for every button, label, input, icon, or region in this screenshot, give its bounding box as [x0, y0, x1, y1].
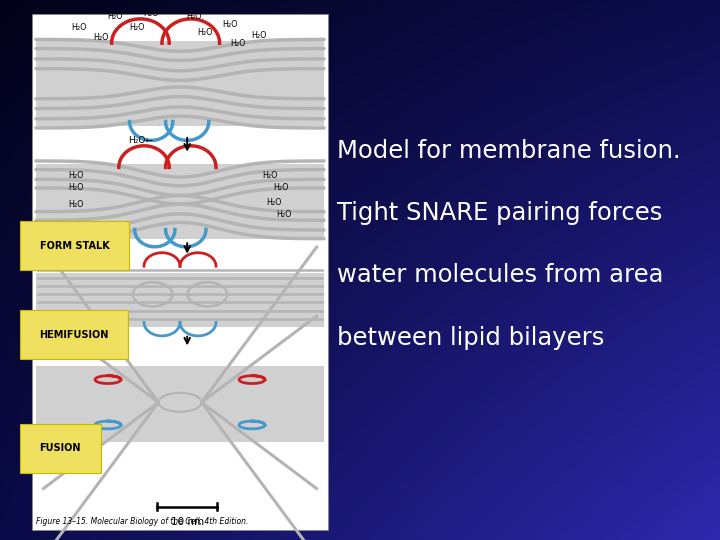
Text: H₂O: H₂O: [266, 198, 282, 207]
Text: Tight SNARE pairing forces: Tight SNARE pairing forces: [337, 201, 662, 225]
Text: FUSION: FUSION: [40, 443, 81, 453]
Bar: [32, 14, 328, 530]
Text: H₂O: H₂O: [71, 23, 87, 31]
Text: FORM STALK: FORM STALK: [40, 241, 109, 251]
Bar: [36, 164, 324, 239]
Text: water molecules from area: water molecules from area: [337, 264, 663, 287]
Text: H₂O: H₂O: [186, 12, 202, 21]
Text: H₂O←: H₂O←: [128, 136, 153, 145]
Text: H₂O: H₂O: [276, 211, 292, 219]
Bar: [36, 273, 324, 327]
Text: H₂O: H₂O: [143, 9, 159, 18]
Text: H₂O: H₂O: [230, 39, 246, 48]
Text: H₂O: H₂O: [251, 31, 267, 39]
Text: H₂O: H₂O: [222, 20, 238, 29]
Text: H₂O: H₂O: [129, 23, 145, 31]
Bar: [36, 366, 324, 442]
Text: H₂O: H₂O: [68, 200, 84, 208]
Text: H₂O: H₂O: [93, 33, 109, 42]
Text: HEMIFUSION: HEMIFUSION: [40, 330, 109, 340]
Text: Figure 13–15. Molecular Biology of the Cell, 4th Edition.: Figure 13–15. Molecular Biology of the C…: [36, 517, 248, 526]
Text: H₂O: H₂O: [107, 12, 123, 21]
Text: 10 nm: 10 nm: [171, 517, 204, 528]
Text: H₂O: H₂O: [68, 171, 84, 180]
Text: H₂O: H₂O: [197, 28, 213, 37]
Text: H₂O: H₂O: [273, 184, 289, 192]
Text: between lipid bilayers: between lipid bilayers: [337, 326, 604, 349]
Text: H₂O: H₂O: [68, 184, 84, 192]
Bar: [36, 41, 324, 126]
Text: Model for membrane fusion.: Model for membrane fusion.: [337, 139, 680, 163]
Text: H₂O: H₂O: [262, 171, 278, 180]
